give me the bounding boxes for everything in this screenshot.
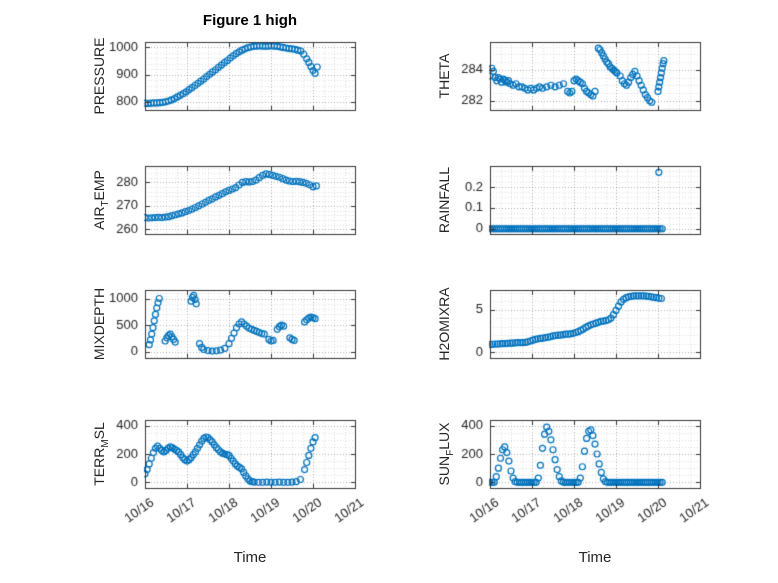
x-axis-label-time-right: Time bbox=[578, 549, 612, 566]
y-axis-label-sunflux: SUNFLUX bbox=[436, 422, 456, 486]
x-axis-label-time-left: Time bbox=[233, 549, 267, 566]
figure-title: Figure 1 high bbox=[202, 12, 298, 29]
y-axis-label-terrmsl: TERRMSL bbox=[91, 422, 111, 486]
